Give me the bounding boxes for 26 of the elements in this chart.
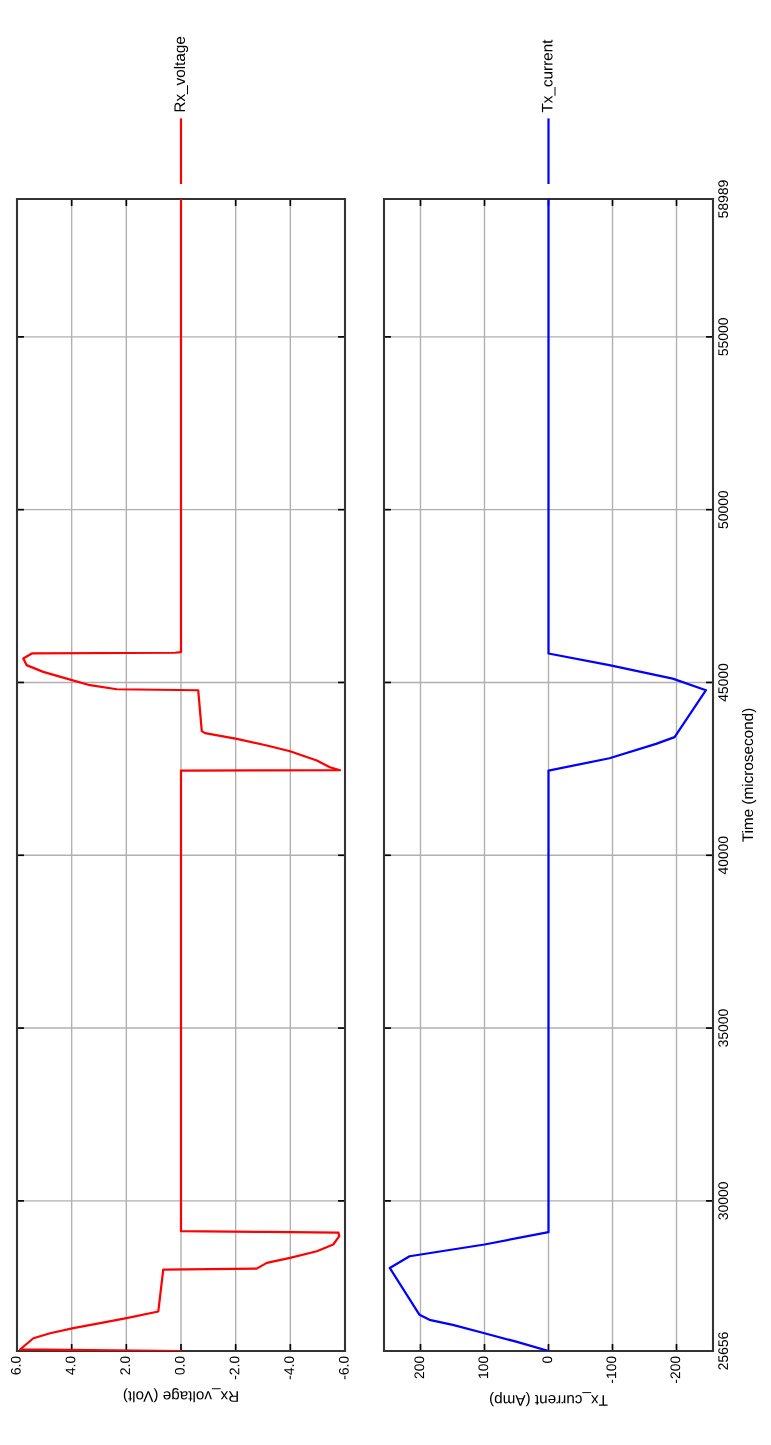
y-tick-label: 35000 xyxy=(718,1009,729,1047)
x-tick-label: 4.0 xyxy=(65,1356,76,1375)
y-tick-label: 58989 xyxy=(718,180,729,218)
y-tick-label: 45000 xyxy=(718,663,729,702)
x-axis-title: Rx_voltage (Volt) xyxy=(123,1388,238,1403)
x-tick-label: 2.0 xyxy=(120,1356,131,1375)
y-tick-label: 50000 xyxy=(718,490,729,529)
x-tick-label: -2.0 xyxy=(229,1356,240,1380)
y-tick-label: 55000 xyxy=(718,318,729,356)
x-tick-label: -200 xyxy=(670,1356,681,1384)
x-tick-label: 0.0 xyxy=(174,1356,185,1375)
text: Tx_current xyxy=(541,39,556,113)
y-tick-label: 30000 xyxy=(718,1182,729,1220)
y-axis-title: Time (microsecond) xyxy=(741,708,757,842)
x-axis-title: Tx_current (Amp) xyxy=(490,1391,608,1407)
text: Rx_voltage xyxy=(173,36,189,112)
x-tick-label: -6.0 xyxy=(338,1356,349,1380)
x-tick-label: 200 xyxy=(414,1356,425,1379)
y-tick-label: 25656 xyxy=(718,1332,729,1370)
x-tick-label: 100 xyxy=(478,1356,489,1378)
y-tick-label: 40000 xyxy=(718,836,729,875)
x-tick-label: 6.0 xyxy=(10,1356,21,1375)
x-tick-label: -100 xyxy=(606,1356,617,1384)
x-tick-label: 0 xyxy=(542,1356,553,1364)
x-tick-label: -4.0 xyxy=(284,1356,295,1380)
line-series xyxy=(388,199,708,1351)
